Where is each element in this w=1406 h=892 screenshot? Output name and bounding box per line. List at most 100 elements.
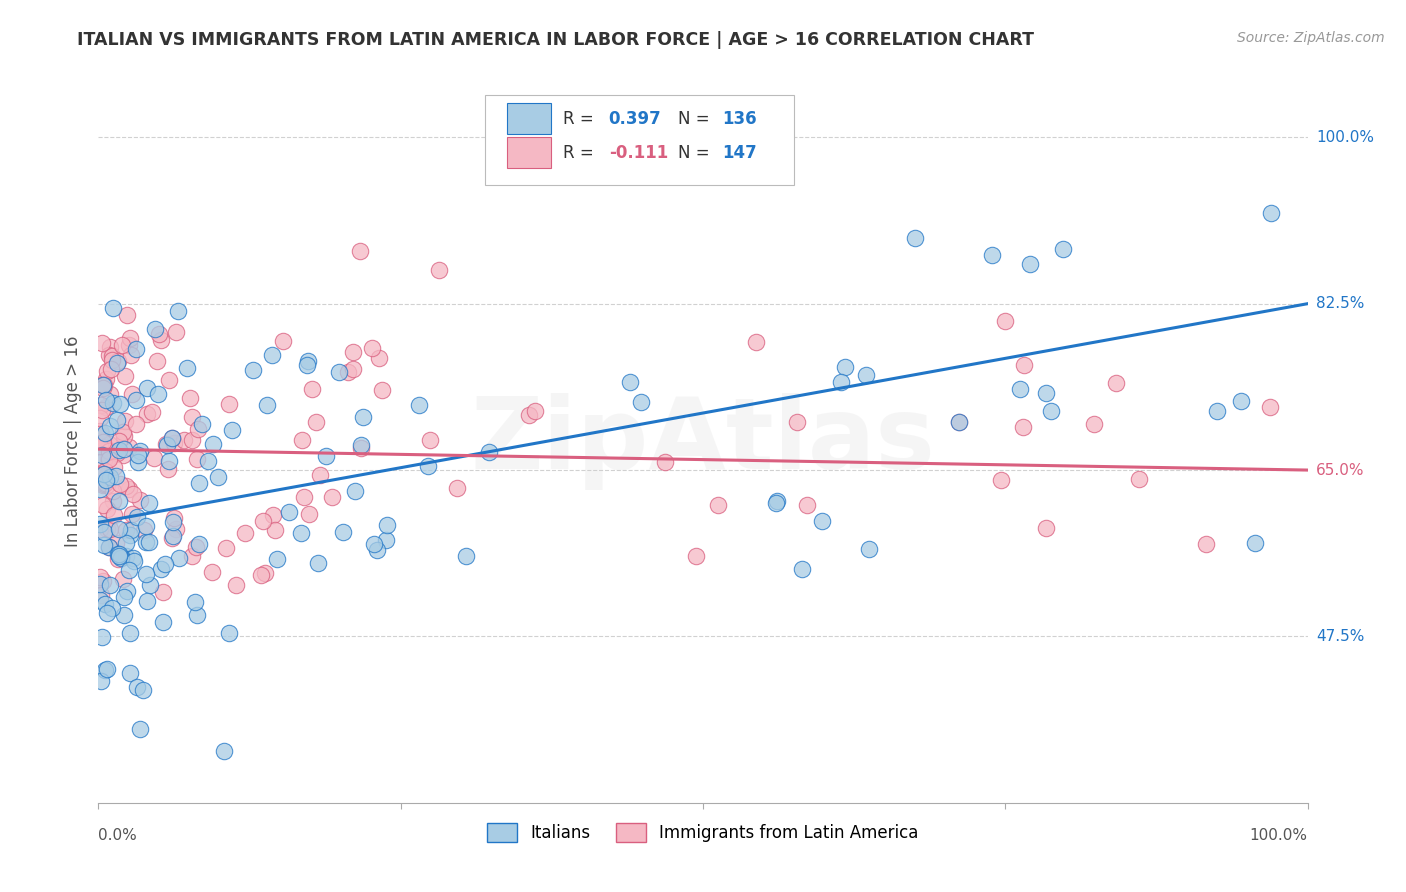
Point <box>253 566 276 581</box>
Point <box>98 540 121 554</box>
Point <box>328 365 350 379</box>
Point <box>184 595 207 609</box>
Point <box>97 451 120 466</box>
Point <box>94 400 117 414</box>
Point <box>139 578 162 592</box>
FancyBboxPatch shape <box>485 95 793 185</box>
Point <box>120 528 142 542</box>
Point <box>1243 536 1265 550</box>
Point <box>349 244 371 259</box>
FancyBboxPatch shape <box>508 103 551 134</box>
Point <box>91 434 114 449</box>
Point <box>225 577 247 591</box>
Point <box>114 549 136 563</box>
Point <box>136 381 159 395</box>
Point <box>1035 386 1057 401</box>
Point <box>242 363 264 377</box>
Point <box>352 410 374 425</box>
Point <box>207 469 229 483</box>
Point <box>707 498 730 512</box>
Text: 100.0%: 100.0% <box>1316 130 1374 145</box>
Point <box>107 522 129 536</box>
Point <box>188 537 211 551</box>
Point <box>118 331 141 345</box>
Point <box>114 478 136 492</box>
Point <box>160 531 183 545</box>
Point <box>129 722 152 736</box>
Text: 136: 136 <box>723 110 756 128</box>
Point <box>90 674 112 689</box>
Point <box>98 470 121 484</box>
Point <box>377 518 399 533</box>
Point <box>98 522 121 536</box>
Point <box>107 547 129 561</box>
Point <box>135 535 157 549</box>
Text: R =: R = <box>562 144 599 161</box>
Point <box>292 490 315 504</box>
Point <box>96 502 118 516</box>
Point <box>215 541 238 555</box>
Point <box>766 493 789 508</box>
Point <box>98 540 121 554</box>
Point <box>93 477 115 491</box>
Point <box>363 537 385 551</box>
Point <box>1019 257 1042 271</box>
Point <box>127 510 149 524</box>
Point <box>765 496 787 510</box>
Point <box>90 448 112 462</box>
Point <box>110 549 132 563</box>
Point <box>91 378 114 392</box>
Point <box>112 572 135 586</box>
Point <box>118 337 141 351</box>
Point <box>101 493 124 508</box>
Point <box>262 508 284 523</box>
Point <box>108 494 131 508</box>
Point <box>98 348 121 362</box>
Point <box>96 372 118 386</box>
Point <box>121 551 143 566</box>
Point <box>105 446 128 460</box>
Point <box>128 493 150 508</box>
Point <box>94 475 117 490</box>
Point <box>173 434 195 448</box>
Point <box>101 349 124 363</box>
Point <box>112 429 135 443</box>
Point <box>201 565 224 579</box>
Text: 0.397: 0.397 <box>609 110 661 128</box>
Point <box>1206 404 1229 418</box>
Point <box>93 574 115 589</box>
Point <box>90 398 112 412</box>
Point <box>271 334 294 349</box>
Point <box>146 354 169 368</box>
Point <box>150 333 173 347</box>
Point <box>89 577 111 591</box>
Point <box>90 588 112 602</box>
Point <box>135 519 157 533</box>
Point <box>256 398 278 412</box>
Point <box>101 484 124 499</box>
Point <box>305 415 328 429</box>
Text: N =: N = <box>678 144 714 161</box>
Point <box>361 341 384 355</box>
Point <box>375 533 398 548</box>
Point <box>350 441 373 455</box>
Point <box>125 680 148 694</box>
Point <box>108 434 131 448</box>
Point <box>160 431 183 445</box>
Point <box>98 443 121 458</box>
Point <box>91 478 114 492</box>
Point <box>98 419 121 434</box>
Point <box>160 431 183 445</box>
Point <box>93 378 115 392</box>
Point <box>321 491 343 505</box>
Point <box>100 362 122 376</box>
Point <box>298 507 321 521</box>
Point <box>138 496 160 510</box>
Point <box>98 340 121 354</box>
Point <box>368 351 391 366</box>
Point <box>163 510 186 524</box>
Point <box>114 523 136 537</box>
Point <box>295 358 318 372</box>
Point <box>93 467 115 481</box>
Point <box>118 440 141 454</box>
